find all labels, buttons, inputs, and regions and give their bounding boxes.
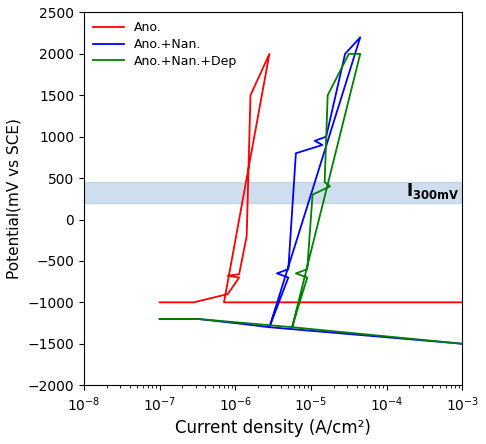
- Ano.+Nan.: [187, 316, 192, 321]
- Ano.: [266, 51, 272, 56]
- Legend: Ano., Ano.+Nan., Ano.+Nan.+Dep: Ano., Ano.+Nan., Ano.+Nan.+Dep: [90, 19, 240, 70]
- Ano.+Nan.+Dep: [169, 316, 174, 321]
- Bar: [84, 182, 462, 203]
- Ano.+Nan.+Dep: [165, 316, 171, 321]
- Line: Ano.+Nan.+Dep: Ano.+Nan.+Dep: [160, 54, 462, 344]
- Ano.: [254, 78, 260, 83]
- Ano.+Nan.: [282, 274, 288, 279]
- Ano.+Nan.+Dep: [381, 333, 387, 339]
- Ano.+Nan.+Dep: [250, 321, 256, 326]
- Ano.+Nan.+Dep: [157, 316, 163, 321]
- Ano.+Nan.: [157, 316, 163, 321]
- Ano.+Nan.+Dep: [275, 323, 280, 329]
- Ano.: [227, 274, 233, 279]
- Ano.: [236, 275, 242, 280]
- Ano.: [256, 75, 261, 80]
- Ano.+Nan.+Dep: [346, 51, 352, 56]
- Ano.+Nan.+Dep: [459, 341, 465, 346]
- Ano.+Nan.: [430, 339, 435, 344]
- Line: Ano.: Ano.: [160, 54, 462, 302]
- Ano.+Nan.: [459, 341, 465, 346]
- Ano.: [157, 300, 163, 305]
- Ano.+Nan.: [319, 136, 325, 141]
- Ano.+Nan.+Dep: [332, 78, 338, 83]
- Ano.: [459, 300, 465, 305]
- Ano.: [245, 180, 251, 185]
- Y-axis label: Potential(mV vs SCE): Potential(mV vs SCE): [7, 119, 22, 279]
- Ano.+Nan.: [357, 35, 363, 40]
- Line: Ano.+Nan.: Ano.+Nan.: [160, 37, 462, 344]
- Text: $\mathbf{I_{300mV}}$: $\mathbf{I_{300mV}}$: [406, 181, 460, 201]
- Ano.+Nan.: [332, 95, 338, 100]
- Ano.+Nan.: [267, 322, 273, 327]
- Ano.: [212, 294, 218, 300]
- X-axis label: Current density (A/cm²): Current density (A/cm²): [175, 419, 371, 437]
